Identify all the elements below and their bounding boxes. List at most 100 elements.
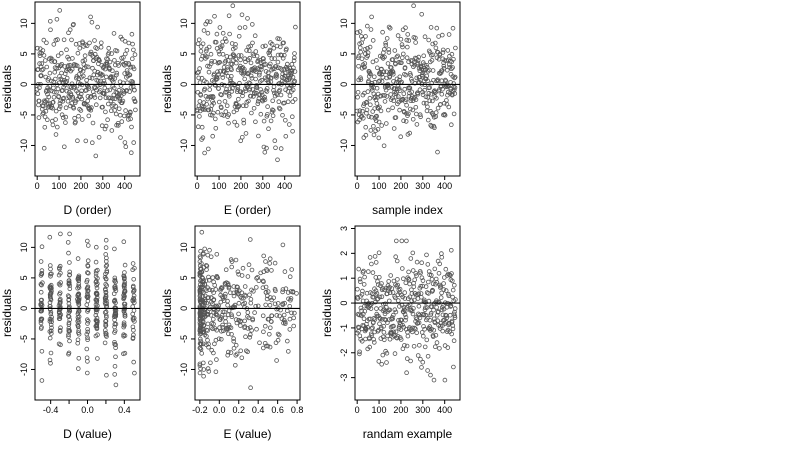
data-point (231, 293, 237, 299)
data-point (224, 54, 230, 59)
data-point (131, 359, 137, 365)
data-point (267, 325, 273, 331)
data-point (198, 287, 203, 292)
data-point (76, 72, 82, 77)
data-point (202, 314, 207, 320)
data-point (448, 303, 454, 309)
data-point (420, 278, 426, 283)
data-point (67, 283, 73, 288)
data-point (424, 252, 429, 258)
data-point (44, 64, 50, 70)
data-point (234, 351, 240, 357)
data-point (399, 238, 405, 244)
data-point (214, 303, 219, 309)
data-point (213, 39, 219, 45)
data-point (395, 282, 401, 288)
data-point (289, 68, 295, 73)
data-point (420, 359, 426, 365)
data-point (93, 259, 99, 265)
data-point (59, 62, 64, 67)
data-point (289, 114, 295, 119)
data-point (247, 292, 252, 298)
data-point (416, 320, 422, 326)
data-point (235, 284, 240, 290)
data-point (287, 327, 293, 332)
data-point (77, 45, 83, 51)
data-point (261, 329, 266, 335)
data-point (37, 51, 43, 56)
data-point (114, 48, 120, 54)
data-point (428, 25, 434, 30)
data-point (438, 283, 444, 289)
y-tick-label: 5 (179, 51, 189, 56)
data-point (108, 95, 113, 101)
data-point (228, 290, 233, 296)
y-axis-title: residuals (160, 289, 174, 337)
data-point (434, 340, 440, 345)
data-point (434, 78, 439, 83)
panel-5: -0.2 0.0 0.2 0.4 0.6 0.8 -10 -5 0 5 10 E (value) res… (160, 225, 303, 441)
data-point (48, 311, 54, 317)
data-point (85, 329, 91, 335)
data-point (280, 287, 286, 292)
data-point (450, 323, 456, 328)
data-point (217, 317, 223, 322)
data-point (450, 65, 455, 70)
data-point (69, 67, 75, 72)
data-point (392, 351, 398, 356)
data-point (57, 104, 63, 109)
data-point (258, 87, 263, 92)
y-tick-label: -5 (19, 335, 29, 343)
data-point (210, 133, 216, 139)
x-tick-label: -0.2 (192, 405, 208, 415)
data-point (441, 60, 446, 65)
data-point (444, 67, 450, 73)
data-point (85, 370, 90, 376)
data-point (249, 328, 254, 333)
data-point (201, 329, 207, 335)
data-point (406, 59, 411, 65)
data-point (67, 272, 72, 278)
data-point (364, 23, 370, 29)
data-point (288, 296, 294, 301)
data-point (84, 279, 89, 285)
data-point (111, 31, 117, 36)
data-point (384, 94, 390, 99)
data-point (272, 260, 278, 266)
data-point (415, 91, 421, 97)
data-point (358, 77, 364, 82)
data-point (103, 237, 109, 243)
plot-frame (354, 225, 461, 401)
data-point (101, 78, 107, 84)
data-point (252, 33, 258, 38)
data-point (268, 118, 274, 124)
data-point (452, 315, 458, 320)
data-point (441, 281, 446, 286)
x-tick-label: -0.4 (43, 405, 59, 415)
data-point (84, 355, 90, 361)
data-point (275, 157, 280, 163)
data-point (379, 79, 385, 84)
data-point (416, 342, 422, 348)
data-point (199, 124, 205, 130)
data-point (448, 248, 454, 253)
data-point (431, 377, 437, 383)
data-point (80, 117, 85, 122)
x-tick-label: 0.6 (271, 405, 284, 415)
data-point (418, 291, 424, 296)
data-point (249, 76, 255, 81)
data-point (84, 294, 90, 300)
data-point (211, 100, 216, 106)
data-point (272, 301, 278, 307)
data-point (383, 121, 389, 126)
data-point (214, 31, 220, 37)
data-point (368, 71, 373, 77)
data-point (431, 78, 436, 83)
data-point (395, 94, 401, 99)
data-point (104, 301, 110, 306)
data-point (407, 90, 412, 96)
data-point (113, 311, 118, 317)
data-point (94, 299, 99, 305)
data-point (292, 69, 298, 74)
data-point (418, 114, 423, 120)
